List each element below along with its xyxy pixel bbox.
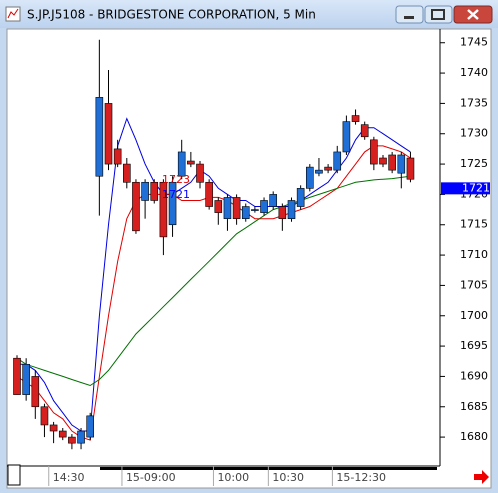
y-tick-label: 1735 <box>460 96 488 109</box>
candle-body <box>86 415 94 438</box>
candle-body <box>260 200 268 213</box>
moving-average <box>16 175 411 387</box>
candle-body <box>370 139 378 165</box>
y-tick-label: 1690 <box>460 369 488 382</box>
candle-body <box>123 163 131 183</box>
candle-body <box>196 163 204 183</box>
candle-body <box>40 406 49 426</box>
candle-body <box>113 148 122 165</box>
y-tick-label: 1695 <box>460 339 488 352</box>
candle-body <box>342 121 351 153</box>
y-tick-label: 1715 <box>460 218 488 231</box>
y-tick-label: 1710 <box>460 248 488 261</box>
x-tick-label: 10:00 <box>217 471 249 484</box>
candle-body <box>232 197 241 219</box>
maximize-icon <box>431 9 445 20</box>
y-tick-label: 1740 <box>460 66 488 79</box>
candle-body <box>132 181 140 232</box>
y-tick-label: 1730 <box>460 127 488 140</box>
candle-body <box>406 157 415 180</box>
maximize-button[interactable] <box>424 5 453 24</box>
candle-body <box>278 206 287 219</box>
scroll-box[interactable] <box>7 464 21 486</box>
candle-body <box>58 430 67 438</box>
close-icon <box>467 9 479 20</box>
y-tick-label: 1745 <box>460 36 488 49</box>
candle-body <box>351 115 360 122</box>
candle-body <box>77 430 85 444</box>
candle-body <box>269 194 278 207</box>
last-price-box <box>441 182 490 195</box>
candle-body <box>68 436 76 444</box>
y-tick-label: 1685 <box>460 400 488 413</box>
candle-body <box>150 181 159 201</box>
candle-body <box>251 209 259 211</box>
candle-body <box>324 166 332 171</box>
candle-body <box>241 206 250 219</box>
candle-body <box>13 357 21 395</box>
x-tick-label: 10:30 <box>272 471 304 484</box>
candle-body <box>223 197 232 219</box>
candle-body <box>141 181 149 201</box>
candle-body <box>379 157 387 165</box>
candle-body <box>388 154 396 171</box>
y-tick-label: 1705 <box>460 278 488 291</box>
candle-body <box>159 181 168 238</box>
y-tick-label: 1680 <box>460 430 488 443</box>
candle-body <box>315 169 323 174</box>
last-price-label: 1721 <box>462 181 490 194</box>
x-tick-label: 15-09:00 <box>126 471 176 484</box>
candle-body <box>397 154 406 174</box>
minimize-button[interactable] <box>395 5 424 24</box>
candle-body <box>214 200 223 213</box>
window-title: S.JP.J5108 - BRIDGESTONE CORPORATION, 5 … <box>27 8 316 22</box>
candle-body <box>177 151 186 177</box>
candle-body <box>22 363 30 395</box>
x-tick-label: 14:30 <box>53 471 85 484</box>
price-annotation: 1721 <box>162 188 190 201</box>
minimize-icon <box>404 16 414 19</box>
candle-body <box>187 160 195 165</box>
candle-body <box>49 424 58 432</box>
candle-body <box>205 181 213 207</box>
x-tick-label: 15-12:30 <box>336 471 386 484</box>
y-tick-label: 1700 <box>460 309 488 322</box>
candle-body <box>168 181 177 226</box>
candle-body <box>104 103 113 165</box>
candle-body <box>31 376 40 408</box>
candle-body <box>360 124 369 138</box>
price-annotation: 1723 <box>162 173 190 186</box>
chart-area <box>6 28 492 489</box>
candle-body <box>287 200 296 219</box>
candle-body <box>296 188 305 207</box>
candle-body <box>305 166 314 189</box>
candle-body <box>333 151 342 171</box>
y-tick-label: 1725 <box>460 157 488 170</box>
candle-body <box>95 97 104 177</box>
scroll-arrow[interactable] <box>474 470 489 484</box>
app-icon-graph <box>7 8 19 19</box>
